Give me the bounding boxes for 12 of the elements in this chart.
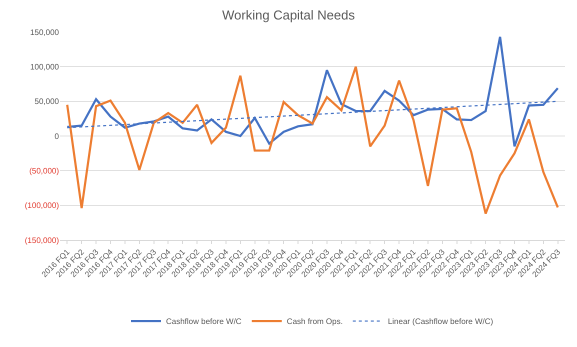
y-tick-label: 150,000 — [30, 28, 60, 37]
y-tick-label: (100,000) — [24, 201, 60, 210]
legend-label: Linear (Cashflow before W/C) — [388, 317, 494, 326]
y-tick-label: (50,000) — [29, 166, 60, 176]
y-tick-label: 0 — [54, 132, 60, 141]
y-tick-label: (150,000) — [24, 236, 60, 245]
y-tick-label: 50,000 — [34, 97, 60, 106]
chart-title: Working Capital Needs — [222, 8, 356, 23]
y-tick-label: 100,000 — [30, 62, 60, 72]
line-series — [66, 66, 559, 215]
legend-label: Cashflow before W/C — [166, 317, 242, 326]
legend-label: Cash from Ops. — [286, 317, 343, 326]
